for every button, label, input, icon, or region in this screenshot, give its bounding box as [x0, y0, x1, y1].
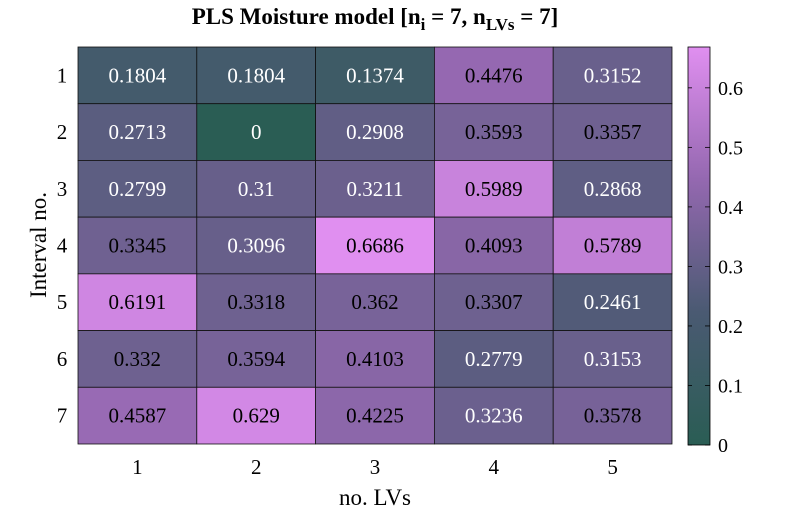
heatmap-cell	[77, 273, 198, 331]
cell-value-label: 0.2779	[465, 347, 523, 371]
heatmap-cell	[196, 46, 317, 105]
heatmap-cell	[196, 160, 317, 218]
heatmap-cell	[433, 330, 554, 388]
heatmap-cell	[196, 386, 317, 445]
heatmap-cell	[196, 216, 317, 275]
heatmap-cell	[552, 103, 673, 161]
heatmap-cell	[315, 273, 435, 331]
cell-value-label: 0.3236	[465, 404, 523, 428]
cell-value-label: 0	[251, 120, 262, 144]
cell-value-label: 0.3593	[465, 120, 523, 144]
y-tick-label: 6	[57, 347, 68, 371]
y-tick-label: 2	[57, 120, 68, 144]
x-axis-label: no. LVs	[339, 485, 411, 510]
cell-value-label: 0.4476	[465, 63, 523, 87]
heatmap-cell	[315, 46, 435, 105]
colorbar-tick-label: 0.5	[718, 137, 743, 159]
heatmap-cell	[552, 386, 673, 445]
title-suffix: = 7]	[514, 4, 559, 29]
cell-value-label: 0.3096	[227, 234, 285, 258]
heatmap-cell	[77, 46, 198, 105]
cell-value-label: 0.3318	[227, 290, 285, 314]
x-tick-label: 3	[370, 455, 381, 479]
y-tick-label: 3	[57, 177, 68, 201]
colorbar-tick-label: 0.3	[718, 256, 743, 278]
heatmap-cell	[433, 273, 554, 331]
cell-value-label: 0.6686	[346, 234, 404, 258]
colorbar-tick-label: 0.4	[718, 197, 743, 219]
colorbar	[687, 46, 711, 446]
heatmap-cell	[315, 386, 435, 445]
colorbar-tick-label: 0	[718, 435, 728, 457]
x-tick-labels: 1 2 3 4 5	[132, 455, 618, 479]
heatmap-cell	[315, 160, 435, 218]
cell-value-label: 0.1804	[227, 63, 285, 87]
title-prefix: PLS Moisture model [n	[191, 4, 421, 29]
title-middle: = 7, n	[425, 4, 486, 29]
y-axis-label: Interval no.	[26, 192, 51, 298]
cell-value-label: 0.3211	[347, 177, 404, 201]
y-tick-labels: 1 2 3 4 5 6 7	[57, 63, 68, 427]
heatmap-cell	[433, 386, 554, 445]
cell-value-label: 0.2799	[109, 177, 167, 201]
cell-value-label: 0.2461	[584, 290, 642, 314]
colorbar-tick-label: 0.2	[718, 316, 743, 338]
heatmap-cell	[433, 103, 554, 161]
cell-value-label: 0.31	[238, 177, 275, 201]
title-subscript-i: i	[420, 14, 426, 34]
heatmap-cell	[433, 46, 554, 105]
cell-value-label: 0.2868	[584, 177, 642, 201]
heatmap-cell	[552, 216, 673, 275]
heatmap-cell	[315, 216, 435, 275]
heatmap-cell	[77, 103, 198, 161]
heatmap-cell	[433, 216, 554, 275]
cell-value-label: 0.332	[114, 347, 161, 371]
colorbar-tick-label: 0.1	[718, 375, 743, 397]
heatmap-cells: 0.1804 0.1804 0.1374 0.4476 0.3152 0.2713 0 0.2…	[77, 46, 673, 445]
cell-value-label: 0.2713	[109, 120, 167, 144]
cell-value-label: 0.629	[233, 404, 280, 428]
cell-value-label: 0.1804	[109, 63, 167, 87]
chart-title: PLS Moisture model [ni = 7, nLVs = 7]	[78, 4, 672, 35]
x-tick-label: 2	[251, 455, 262, 479]
cell-value-label: 0.3345	[109, 234, 167, 258]
cell-value-label: 0.3152	[584, 63, 642, 87]
cell-value-label: 0.3307	[465, 290, 523, 314]
cell-value-label: 0.5989	[465, 177, 523, 201]
cell-value-label: 0.2908	[346, 120, 404, 144]
cell-value-label: 0.4587	[109, 404, 167, 428]
y-tick-label: 4	[57, 234, 68, 258]
cell-value-label: 0.3153	[584, 347, 642, 371]
x-tick-label: 5	[607, 455, 618, 479]
cell-value-label: 0.3578	[584, 404, 642, 428]
colorbar-tick-label: 0.6	[718, 78, 743, 100]
heatmap-cell	[433, 160, 554, 218]
heatmap-cell	[196, 330, 317, 388]
y-tick-label: 5	[57, 290, 68, 314]
cell-value-label: 0.3357	[584, 120, 642, 144]
x-tick-label: 1	[132, 455, 143, 479]
x-tick-label: 4	[489, 455, 500, 479]
cell-value-label: 0.362	[351, 290, 398, 314]
cell-value-label: 0.3594	[227, 347, 285, 371]
colorbar-ticks: 0 0.1 0.2 0.3 0.4 0.5 0.6	[688, 78, 743, 457]
heatmap-cell	[552, 46, 673, 105]
heatmap-cell	[77, 216, 198, 275]
cell-value-label: 0.4225	[346, 404, 404, 428]
cell-value-label: 0.4103	[346, 347, 404, 371]
y-tick-label: 7	[57, 404, 68, 428]
title-subscript-lvs: LVs	[485, 14, 515, 34]
heatmap-cell	[196, 103, 317, 161]
heatmap-cell	[77, 160, 198, 218]
heatmap-cell	[77, 386, 198, 445]
cell-value-label: 0.6191	[109, 290, 167, 314]
heatmap-cell	[196, 273, 317, 331]
cell-value-label: 0.4093	[465, 234, 523, 258]
y-tick-label: 1	[57, 63, 68, 87]
cell-value-label: 0.1374	[346, 63, 404, 87]
cell-value-label: 0.5789	[584, 234, 642, 258]
heatmap-cell	[552, 160, 673, 218]
